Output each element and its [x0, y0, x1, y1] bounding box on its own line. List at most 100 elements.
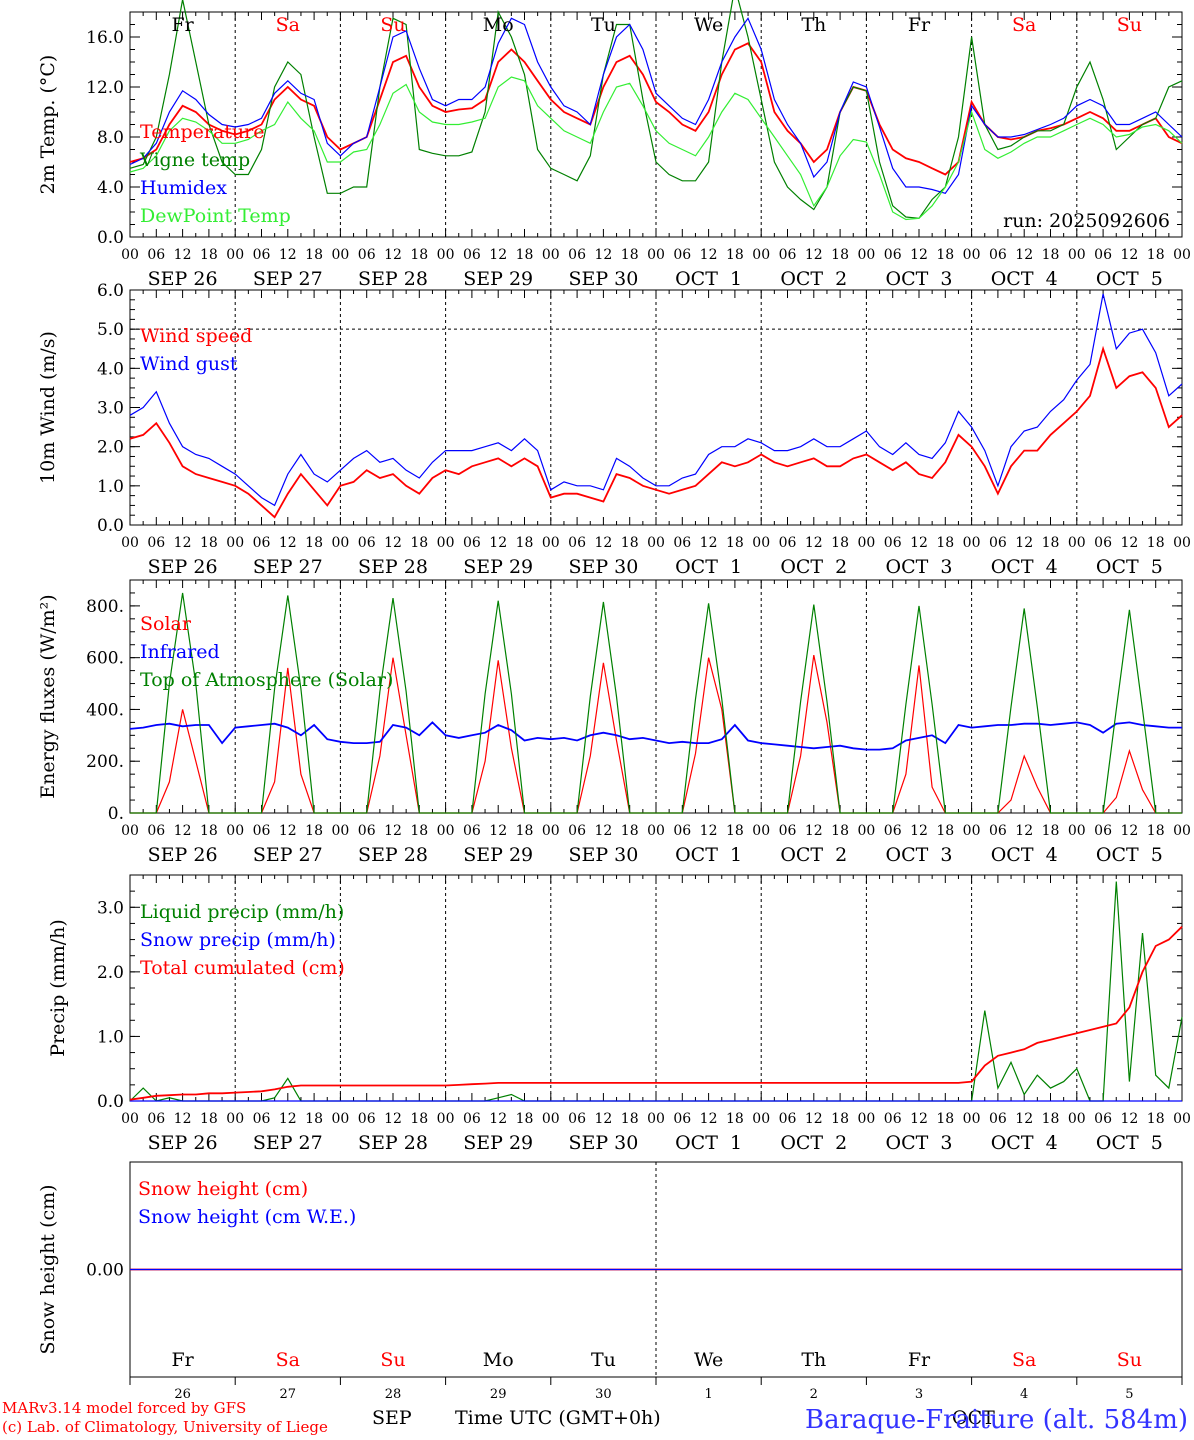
hour-label: 00	[1068, 1111, 1086, 1127]
hour-label: 18	[516, 823, 534, 839]
hour-label: 12	[489, 247, 507, 263]
date-label: OCT 4	[991, 1132, 1058, 1154]
date-label: SEP 27	[253, 556, 323, 578]
date-label: OCT 1	[675, 268, 742, 290]
y-axis-label: 10m Wind (m/s)	[37, 331, 59, 484]
hour-label: 12	[910, 823, 928, 839]
date-label: SEP 27	[253, 1132, 323, 1154]
y-tick-label: 2.0	[97, 438, 124, 458]
weekday-label: Sa	[276, 14, 300, 36]
hour-label: 00	[226, 823, 244, 839]
date-label: SEP 29	[463, 556, 533, 578]
date-label: OCT 4	[991, 556, 1058, 578]
weekday-label: Fr	[171, 14, 194, 36]
hour-label: 00	[752, 1111, 770, 1127]
hour-label: 12	[910, 535, 928, 551]
hour-label: 06	[463, 535, 481, 551]
hour-label: 18	[200, 535, 218, 551]
hour-label: 12	[1015, 535, 1033, 551]
hour-label: 06	[568, 823, 586, 839]
hour-label: 12	[910, 1111, 928, 1127]
hour-label: 00	[1068, 823, 1086, 839]
hour-label: 00	[857, 1111, 875, 1127]
date-label: OCT 3	[886, 844, 953, 866]
hour-label: 06	[147, 823, 165, 839]
hour-label: 00	[963, 247, 981, 263]
y-axis-label: 2m Temp. (°C)	[37, 55, 59, 195]
hour-label: 12	[1120, 535, 1138, 551]
y-tick-label: 0.0	[97, 228, 124, 248]
y-tick-label: 200.	[86, 752, 124, 772]
hour-label: 06	[989, 247, 1007, 263]
panel-precip: 0.0 1.0 2.0 3.0 Precip (mm/h) Liquid precip (…	[47, 874, 1191, 1154]
credit-line-1: MARv3.14 model forced by GFS	[2, 1399, 246, 1417]
hour-label: 00	[121, 1111, 139, 1127]
hour-label: 06	[568, 247, 586, 263]
day-number: 4	[1020, 1387, 1028, 1402]
day-number: 30	[595, 1387, 612, 1402]
x-axis-title: Time UTC (GMT+0h)	[455, 1407, 661, 1429]
weekday-label: Mo	[483, 14, 514, 36]
hour-label: 00	[437, 1111, 455, 1127]
day-number: 2	[810, 1387, 818, 1402]
hour-label: 00	[1173, 247, 1191, 263]
panel-snow: 0.00 Snow height (cm) Snow height (cm) Snow…	[37, 1161, 1183, 1402]
y-tick-label: 0.0	[97, 516, 124, 536]
hour-label: 18	[1147, 535, 1165, 551]
hour-label: 12	[489, 823, 507, 839]
hour-label: 12	[594, 535, 612, 551]
date-label: SEP 28	[358, 844, 428, 866]
hour-label: 12	[1120, 247, 1138, 263]
hour-label: 12	[1120, 1111, 1138, 1127]
hour-label: 18	[1042, 535, 1060, 551]
hour-label: 18	[516, 247, 534, 263]
hour-label: 12	[805, 535, 823, 551]
hour-label: 00	[857, 535, 875, 551]
hour-label: 18	[726, 247, 744, 263]
y-tick-label: 8.0	[97, 128, 124, 148]
hour-label: 18	[1147, 823, 1165, 839]
hour-label: 18	[516, 535, 534, 551]
y-axis-label: Energy fluxes (W/m²)	[37, 594, 59, 798]
hour-label: 12	[174, 247, 192, 263]
hour-label: 06	[989, 1111, 1007, 1127]
weekday-label: Mo	[483, 1349, 514, 1371]
credit-line-2: (c) Lab. of Climatology, University of L…	[2, 1418, 328, 1436]
hour-label: 18	[200, 1111, 218, 1127]
weekday-label: Su	[380, 14, 405, 36]
date-label: OCT 1	[675, 1132, 742, 1154]
weekday-label: We	[694, 14, 723, 36]
hour-label: 18	[305, 1111, 323, 1127]
hour-label: 12	[594, 247, 612, 263]
hour-label: 12	[174, 823, 192, 839]
hour-label: 18	[305, 823, 323, 839]
weekday-label: Fr	[171, 1349, 194, 1371]
hour-label: 06	[673, 823, 691, 839]
run-label: run: 2025092606	[1003, 210, 1170, 232]
y-tick-label: 0.00	[86, 1261, 124, 1281]
hour-label: 12	[1120, 823, 1138, 839]
day-number: 28	[385, 1387, 402, 1402]
weekday-label: Tu	[591, 1349, 616, 1371]
y-tick-label: 0.	[108, 804, 124, 824]
hour-label: 18	[410, 823, 428, 839]
hour-label: 18	[831, 1111, 849, 1127]
hour-label: 06	[673, 247, 691, 263]
hour-label: 06	[1094, 823, 1112, 839]
hour-label: 06	[358, 535, 376, 551]
hour-label: 12	[805, 823, 823, 839]
date-label: SEP 29	[463, 844, 533, 866]
hour-label: 18	[1042, 1111, 1060, 1127]
hour-label: 06	[147, 247, 165, 263]
series-top-of-atmosphere-solar-	[130, 592, 1182, 814]
hour-label: 00	[1173, 535, 1191, 551]
y-tick-label: 5.0	[97, 320, 124, 340]
hour-label: 18	[831, 823, 849, 839]
date-label: SEP 28	[358, 556, 428, 578]
weekday-label: Su	[380, 1349, 405, 1371]
hour-label: 12	[279, 247, 297, 263]
hour-label: 06	[673, 1111, 691, 1127]
legend-item: Snow height (cm)	[138, 1178, 308, 1200]
date-label: OCT 3	[886, 1132, 953, 1154]
hour-label: 12	[279, 1111, 297, 1127]
